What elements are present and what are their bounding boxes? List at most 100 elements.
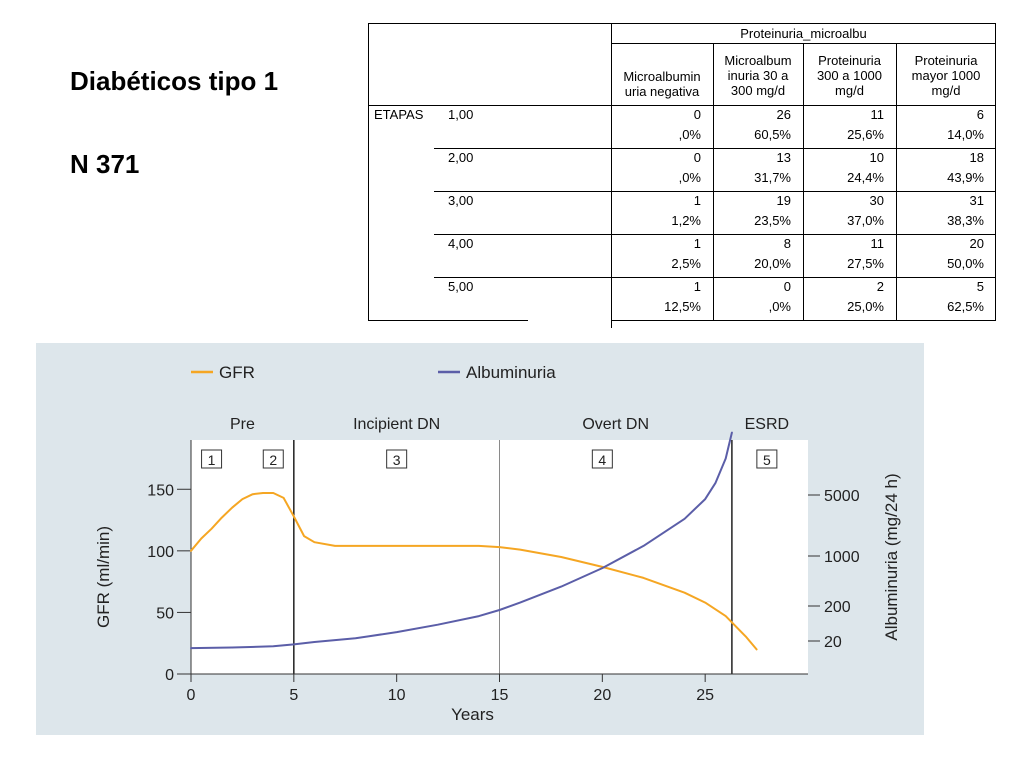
x-tick-label: 15 [491, 687, 509, 704]
row-separator [434, 191, 996, 192]
percent-cell: 50,0% [947, 256, 984, 271]
row-separator [434, 148, 996, 149]
phase-label: ESRD [745, 416, 789, 433]
stage-box-label: 2 [269, 452, 277, 468]
y-tick-label-right: 20 [824, 634, 842, 651]
count-cell: 8 [783, 236, 791, 251]
count-cell: 0 [693, 107, 701, 122]
table-header-bottom [368, 105, 996, 106]
percent-cell: 37,0% [847, 213, 884, 228]
table-col-divider [713, 43, 714, 321]
percent-cell: 1,2% [671, 213, 701, 228]
y-tick-label-left: 0 [165, 667, 174, 684]
percent-cell: 2,5% [671, 256, 701, 271]
y-tick-label-right: 200 [824, 599, 851, 616]
phase-label: Incipient DN [353, 416, 440, 433]
column-header: Proteinuria mayor 1000 mg/d [911, 53, 981, 98]
y-tick-label-right: 1000 [824, 549, 860, 566]
count-cell: 0 [783, 279, 791, 294]
percent-cell: 38,3% [947, 213, 984, 228]
y-tick-label-left: 100 [147, 544, 174, 561]
count-cell: 13 [776, 150, 791, 165]
title-diabetes-type: Diabéticos tipo 1 [70, 66, 279, 96]
x-tick-label: 20 [593, 687, 611, 704]
row-separator [434, 277, 996, 278]
x-tick-label: 25 [696, 687, 714, 704]
stage-box [591, 449, 613, 469]
legend-label: GFR [219, 363, 255, 382]
count-cell: 11 [870, 236, 885, 251]
table-border-bottom [368, 320, 528, 321]
column-header: Microalbumin uria negativa [623, 69, 701, 99]
percent-cell: 25,0% [847, 299, 884, 314]
phase-label: Overt DN [582, 416, 649, 433]
count-cell: 10 [869, 150, 884, 165]
x-tick-label: 5 [289, 687, 298, 704]
percent-cell: 20,0% [754, 256, 791, 271]
count-cell: 30 [869, 193, 884, 208]
stage-box [262, 449, 284, 469]
y-tick-label-left: 150 [147, 482, 174, 499]
count-cell: 0 [693, 150, 701, 165]
albuminuria-series-line [190, 431, 733, 650]
phase-label: Pre [230, 416, 255, 433]
percent-cell: ,0% [768, 299, 791, 314]
percent-cell: ,0% [678, 127, 701, 142]
stage-box [201, 449, 223, 469]
count-cell: 1 [693, 193, 701, 208]
percent-cell: 24,4% [847, 170, 884, 185]
x-tick-label: 0 [187, 687, 196, 704]
percent-cell: 25,6% [847, 127, 884, 142]
count-cell: 5 [976, 279, 984, 294]
count-cell: 19 [776, 193, 791, 208]
y-axis-label-right: Albuminuria (mg/24 h) [882, 473, 901, 640]
stage-box-label: 4 [598, 452, 606, 468]
stage-label: 5,00 [448, 279, 474, 294]
gfr-series-line [190, 492, 758, 651]
count-cell: 18 [969, 150, 984, 165]
table-border-right [995, 23, 996, 321]
table-border-left [368, 23, 369, 321]
stage-box [386, 449, 408, 469]
stage-label: 1,00 [448, 107, 474, 122]
percent-cell: ,0% [678, 170, 701, 185]
stage-label: 2,00 [448, 150, 474, 165]
table-divider-stage [611, 23, 612, 328]
percent-cell: 12,5% [664, 299, 701, 314]
count-cell: 2 [876, 279, 884, 294]
x-tick-label: 10 [388, 687, 406, 704]
group-header: Proteinuria_microalbu [740, 26, 867, 41]
stage-label: 3,00 [448, 193, 474, 208]
stage-box-label: 1 [208, 452, 216, 468]
column-header: Microalbum inuria 30 a 300 mg/d [724, 53, 792, 98]
x-axis-label: Years [451, 705, 494, 724]
title-sample-size: N 371 [70, 149, 140, 179]
y-axis-label-left: GFR (ml/min) [94, 526, 113, 628]
table-col-divider [803, 43, 804, 321]
table-border-top [368, 23, 996, 24]
stage-label: 4,00 [448, 236, 474, 251]
percent-cell: 62,5% [947, 299, 984, 314]
table-col-divider [896, 43, 897, 321]
crosstab-table: Proteinuria_microalbu Microalbumin uria ne… [368, 23, 996, 328]
percent-cell: 31,7% [754, 170, 791, 185]
stage-box-label: 5 [763, 452, 771, 468]
percent-cell: 23,5% [754, 213, 791, 228]
y-tick-label-right: 5000 [824, 488, 860, 505]
percent-cell: 27,5% [847, 256, 884, 271]
count-cell: 11 [870, 107, 885, 122]
legend-label: Albuminuria [466, 363, 556, 382]
count-cell: 1 [693, 279, 701, 294]
count-cell: 31 [969, 193, 984, 208]
row-separator [434, 234, 996, 235]
row-variable-label: ETAPAS [374, 107, 424, 122]
chart-panel: Pre Incipient DN Overt DN ESRD 1 2 3 4 5 0 50 100 15… [36, 343, 924, 735]
count-cell: 1 [693, 236, 701, 251]
column-header: Proteinuria 300 a 1000 mg/d [816, 53, 883, 98]
percent-cell: 60,5% [754, 127, 791, 142]
count-cell: 26 [776, 107, 791, 122]
count-cell: 6 [976, 107, 984, 122]
y-tick-label-left: 50 [156, 605, 174, 622]
stage-box-label: 3 [393, 452, 401, 468]
